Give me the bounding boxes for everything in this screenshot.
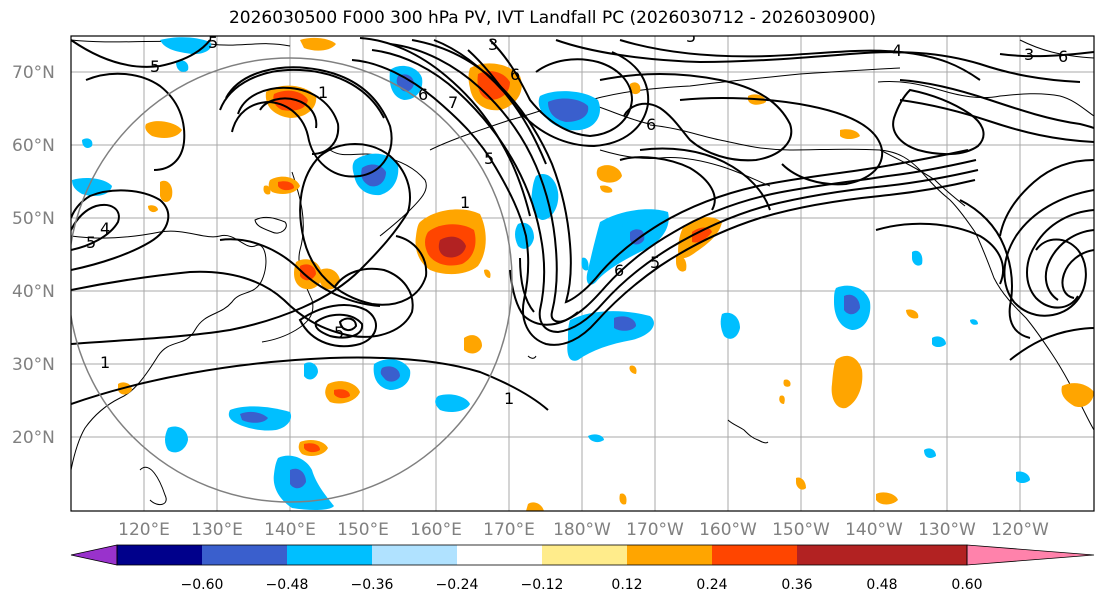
contour-label: 1 (318, 83, 328, 102)
colorbar-segment (372, 545, 457, 565)
contour-label: 5 (208, 33, 218, 52)
lat-label-20n: 20°N (12, 428, 55, 448)
colorbar-segment (117, 545, 202, 565)
lon-label: 130°W (918, 520, 976, 540)
colorbar-segment (797, 545, 882, 565)
contour-label: 6 (510, 65, 520, 84)
lat-label-70n: 70°N (12, 63, 55, 83)
colorbar-tick-label: 0.60 (951, 577, 982, 593)
colorbar-segment (627, 545, 712, 565)
lon-label: 180°W (553, 520, 611, 540)
contour-label: 1 (460, 193, 470, 212)
contour-label: 1 (100, 353, 110, 372)
colorbar-segment (287, 545, 372, 565)
lon-label: 170°E (483, 520, 535, 540)
pv-contours (71, 37, 1094, 411)
lat-label-30n: 30°N (12, 355, 55, 375)
contour-label: 6 (418, 85, 428, 104)
colorbar-tick-label: −0.12 (521, 577, 564, 593)
contour-labels: 5 3 5 4 5 1 6 7 5 6 6 5 4 5 1 1 5 6 1 3 … (86, 27, 1068, 408)
contour-label: 6 (1058, 47, 1068, 66)
contour-label: 5 (86, 233, 96, 252)
contour-label: 3 (1024, 45, 1034, 64)
colorbar-segment (882, 545, 967, 565)
contour-label: 5 (334, 323, 344, 342)
lon-label: 150°E (337, 520, 389, 540)
colorbar-tick-label: 0.36 (781, 577, 812, 593)
lat-label-60n: 60°N (12, 136, 55, 156)
colorbar-segment (457, 545, 542, 565)
contour-label: 1 (504, 389, 514, 408)
map-frame (70, 35, 1095, 512)
lat-label-50n: 50°N (12, 209, 55, 229)
contour-label: 4 (892, 41, 902, 60)
colorbar-extend-max-outline (966, 544, 1095, 566)
colorbar-extend-min (71, 545, 117, 565)
pv-anomaly-negative (72, 37, 1030, 511)
map-gridlines (71, 36, 1094, 511)
colorbar-extend-min-outline (70, 544, 118, 566)
figure-title: 2026030500 F000 300 hPa PV, IVT Landfall… (228, 8, 876, 28)
contour-label: 5 (686, 27, 696, 46)
lon-label: 120°E (118, 520, 170, 540)
colorbar-tick-label: 0.48 (866, 577, 897, 593)
lat-label-40n: 40°N (12, 282, 55, 302)
lon-label: 120°W (991, 520, 1049, 540)
lon-label: 170°W (626, 520, 684, 540)
contour-label: 5 (650, 253, 660, 272)
colorbar-tick-label: −0.36 (351, 577, 394, 593)
colorbar-tick-label: −0.24 (436, 577, 479, 593)
contour-label: 5 (484, 149, 494, 168)
contour-label: 4 (100, 219, 110, 238)
colorbar-segment (542, 545, 627, 565)
colorbar-tick-label: −0.48 (266, 577, 309, 593)
longitude-labels: 120°E 130°E 140°E 150°E 160°E 170°E 180°… (118, 520, 1049, 540)
contour-label: 7 (448, 93, 458, 112)
contour-label: 6 (614, 261, 624, 280)
contour-label: 3 (488, 35, 498, 54)
lon-label: 130°E (191, 520, 243, 540)
colorbar-segment (202, 545, 287, 565)
colorbar-tick-label: −0.60 (181, 577, 224, 593)
lon-label: 160°E (410, 520, 462, 540)
lon-label: 140°W (845, 520, 903, 540)
latitude-labels: 70°N 60°N 50°N 40°N 30°N 20°N (12, 63, 55, 448)
contour-label: 5 (150, 57, 160, 76)
lon-label: 140°E (264, 520, 316, 540)
colorbar-extend-max (967, 545, 1094, 565)
lon-label: 150°W (772, 520, 830, 540)
colorbar: −0.60 −0.48 −0.36 −0.24 −0.12 0.12 0.24 … (70, 544, 1095, 593)
colorbar-tick-label: 0.24 (696, 577, 727, 593)
colorbar-tick-label: 0.12 (611, 577, 642, 593)
contour-label: 6 (646, 115, 656, 134)
lon-label: 160°W (699, 520, 757, 540)
landfall-region-circle (71, 57, 513, 503)
colorbar-segment (712, 545, 797, 565)
